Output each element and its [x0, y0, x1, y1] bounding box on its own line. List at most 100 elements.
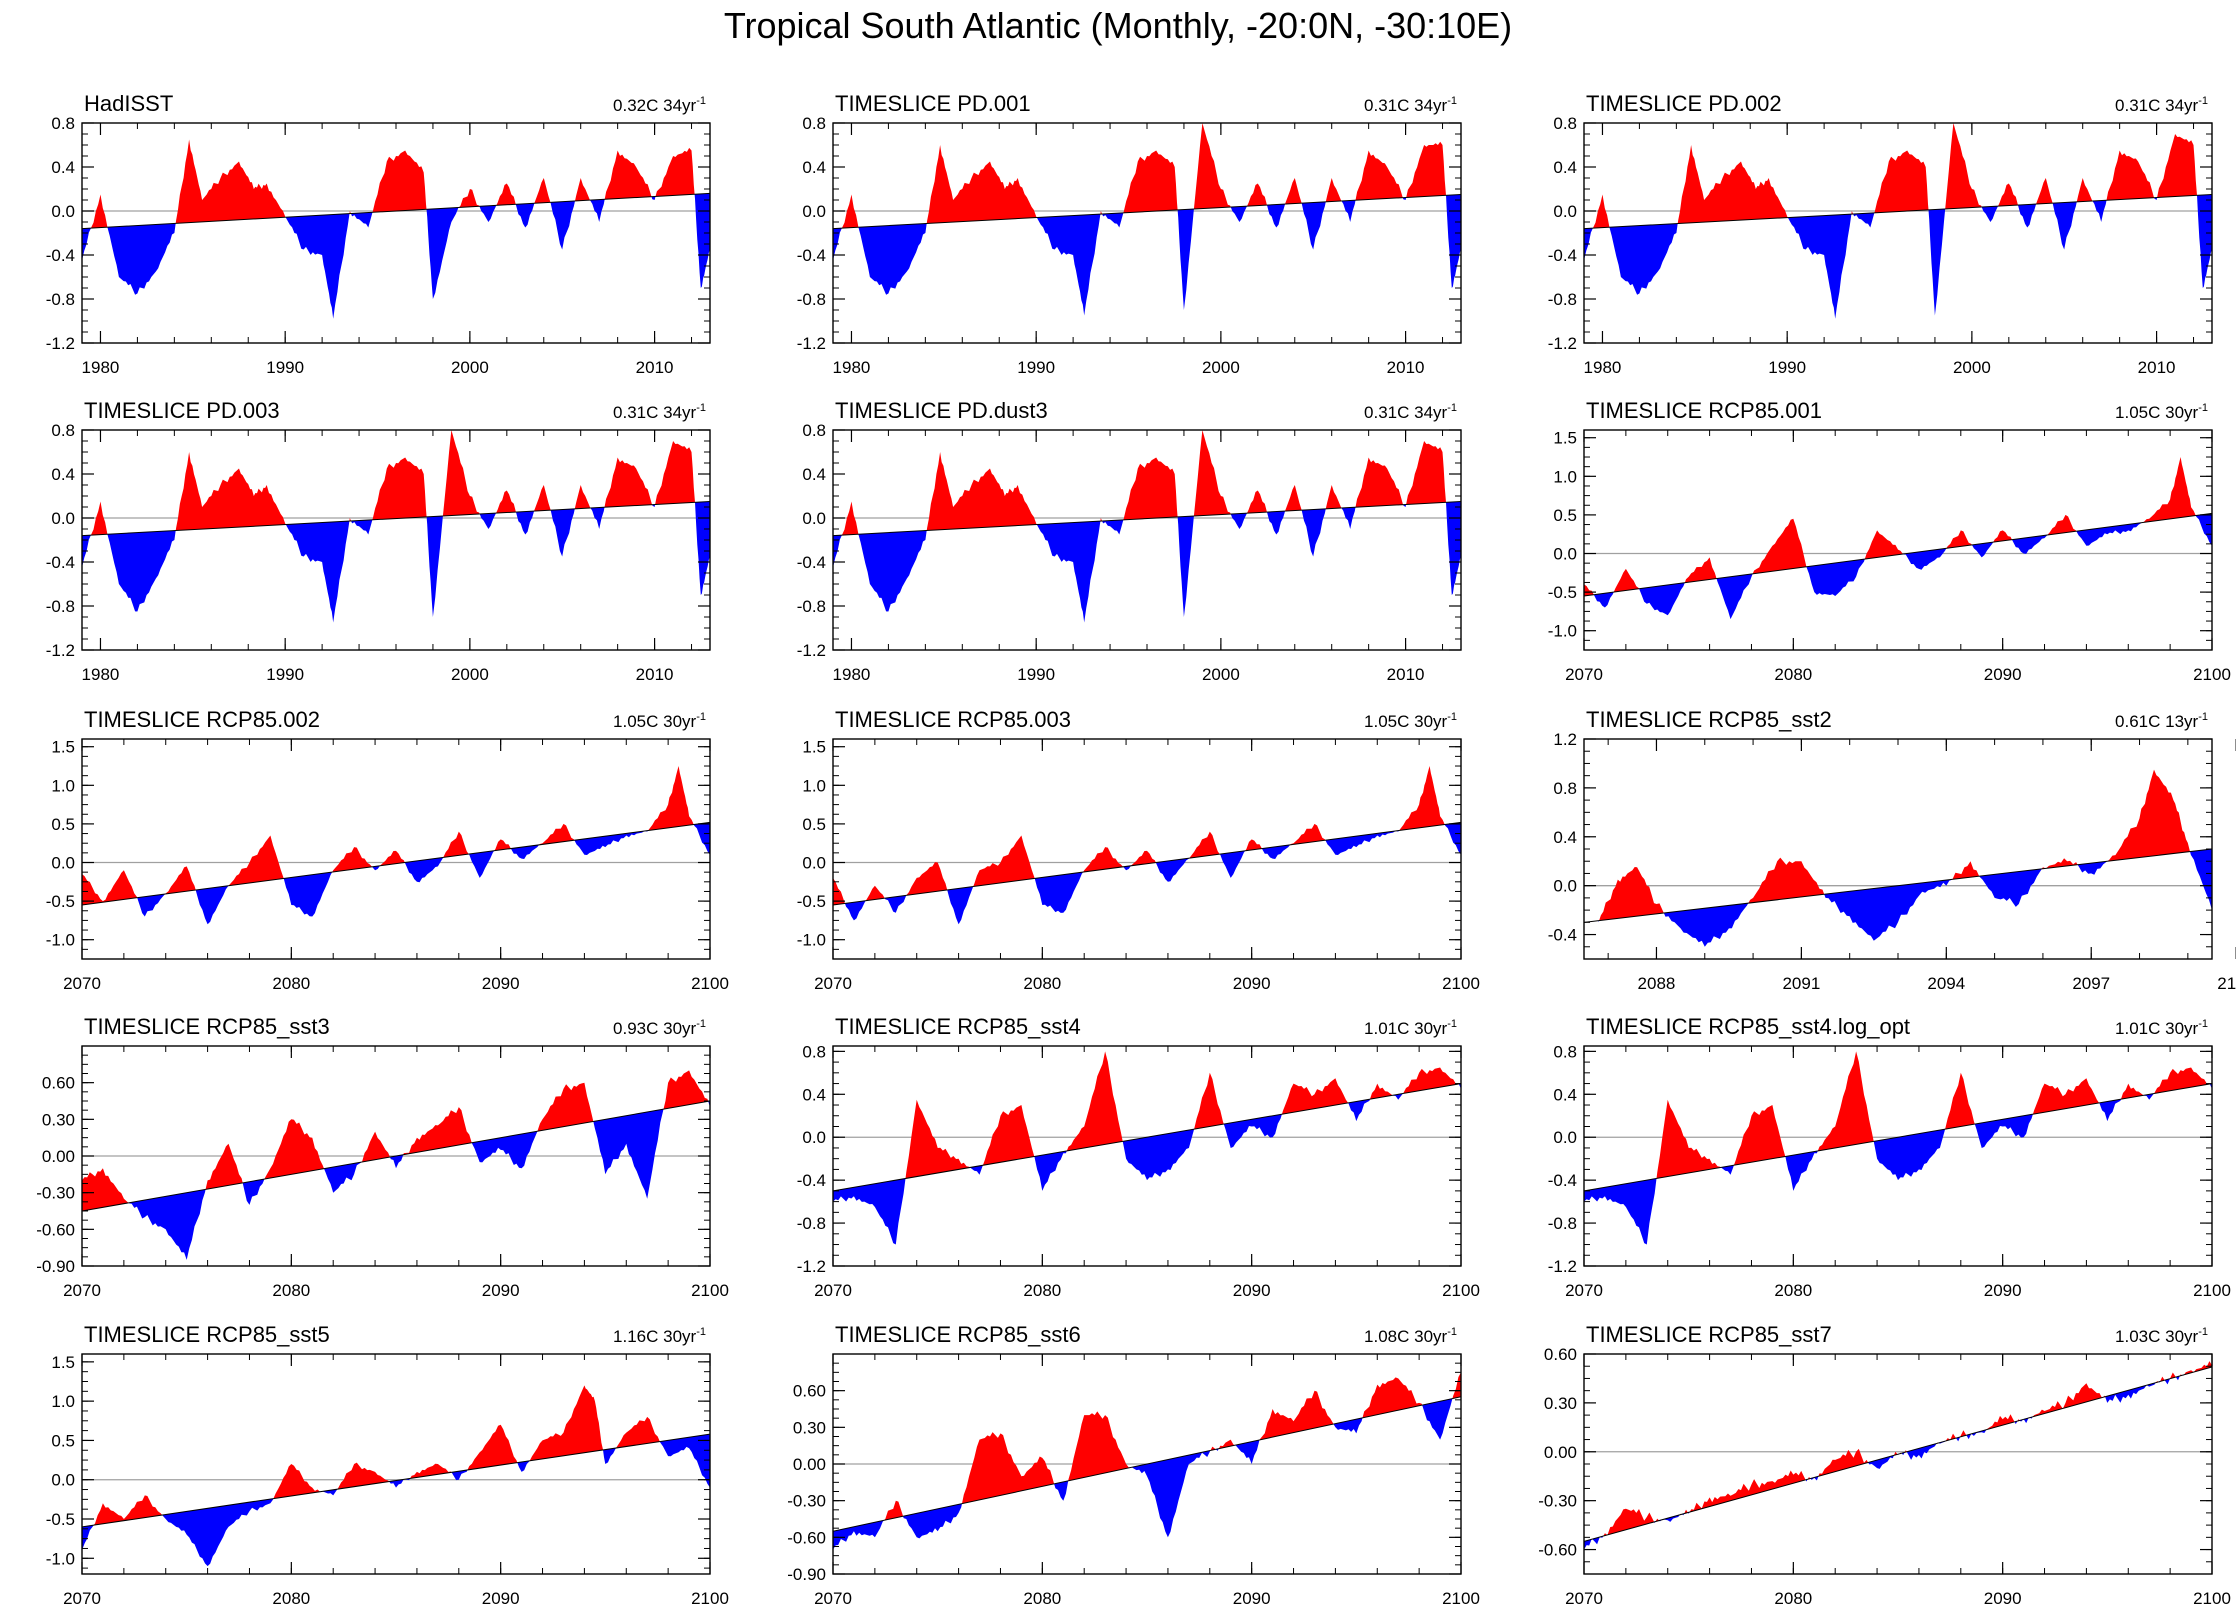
- anomaly-above-fill: [1193, 123, 1231, 209]
- x-tick-label: 2070: [1565, 1281, 1603, 1300]
- y-tick-label: -0.5: [1548, 583, 1577, 602]
- anomaly-below-fill: [1444, 822, 1461, 855]
- anomaly-above-fill: [175, 452, 286, 531]
- anomaly-above-fill: [2107, 769, 2190, 862]
- anomaly-below-fill: [404, 857, 444, 883]
- y-tick-label: 0.4: [802, 1085, 826, 1104]
- trend-label: 0.32C 34yr-1: [613, 95, 706, 115]
- x-tick-label: 2000: [1202, 665, 1240, 684]
- anomaly-above-fill: [529, 1385, 603, 1461]
- x-tick-label: 2010: [1387, 665, 1425, 684]
- anomaly-above-fill: [962, 1432, 1055, 1504]
- plot-area: [1584, 769, 2212, 947]
- y-tick-label: -0.60: [1538, 1541, 1577, 1560]
- y-tick-label: 0.4: [802, 465, 826, 484]
- trend-line: [82, 1100, 710, 1212]
- anomaly-above-fill: [1194, 1072, 1224, 1130]
- anomaly-below-fill: [426, 207, 459, 299]
- anomaly-below-fill: [1230, 513, 1247, 529]
- anomaly-above-fill: [663, 1070, 709, 1110]
- anomaly-below-fill: [2052, 201, 2077, 250]
- anomaly-below-fill: [1853, 212, 1875, 228]
- anomaly-below-fill: [1663, 1514, 1680, 1522]
- y-tick-label: 1.5: [51, 1353, 75, 1372]
- anomaly-below-fill: [1446, 194, 1461, 288]
- anomaly-below-fill: [1266, 511, 1286, 535]
- chart-panel-4: TIMESLICE PD.003 0.31C 34yr-1 -1.2 -0.8 -0.4…: [46, 398, 711, 684]
- anomaly-above-fill: [1259, 1390, 1334, 1440]
- y-tick-label: -0.8: [797, 290, 826, 309]
- y-tick-label: -0.4: [797, 246, 826, 265]
- anomaly-above-fill: [1399, 766, 1445, 831]
- trend-line: [1584, 512, 2212, 597]
- anomaly-above-fill: [1952, 861, 1980, 880]
- anomaly-below-fill: [1301, 508, 1326, 557]
- anomaly-above-fill: [349, 211, 351, 214]
- anomaly-above-fill: [1656, 1099, 1721, 1179]
- anomaly-above-fill: [1406, 141, 1446, 198]
- anomaly-below-fill: [285, 213, 350, 319]
- x-tick-label: 2070: [63, 1281, 101, 1300]
- x-tick-label: 2090: [482, 974, 520, 993]
- anomaly-above-fill: [2106, 150, 2154, 201]
- anomaly-above-fill: [2032, 1401, 2063, 1417]
- y-tick-label: -0.30: [36, 1184, 75, 1203]
- anomaly-above-fill: [1123, 150, 1178, 213]
- x-tick-label: 2100: [691, 974, 729, 993]
- y-tick-label: 0.60: [793, 1382, 826, 1401]
- anomaly-below-fill: [947, 886, 974, 925]
- anomaly-above-fill: [1945, 123, 1982, 209]
- anomaly-above-fill: [2121, 1083, 2144, 1100]
- plot-frame: [1583, 1353, 2213, 1575]
- anomaly-above-fill: [1452, 1372, 1461, 1399]
- anomaly-above-fill: [982, 1105, 1035, 1166]
- anomaly-above-fill: [2076, 178, 2093, 202]
- anomaly-below-fill: [1034, 1150, 1067, 1191]
- anomaly-above-fill: [648, 766, 694, 831]
- plot-area: [1584, 457, 2212, 620]
- chart-panel-15: TIMESLICE RCP85_sst7 1.03C 30yr-1 -0.60 -0.…: [1538, 1322, 2231, 1608]
- anomaly-below-fill: [2195, 513, 2212, 546]
- x-tick-label: 1990: [1768, 358, 1806, 377]
- plot-area: [82, 139, 710, 319]
- x-tick-label: 2010: [1387, 358, 1425, 377]
- y-tick-label: 0.0: [51, 202, 75, 221]
- anomaly-below-fill: [479, 513, 496, 529]
- plot-area: [82, 1070, 710, 1260]
- anomaly-above-fill: [1218, 1439, 1235, 1449]
- anomaly-above-fill: [494, 839, 511, 851]
- x-tick-label: 1980: [1584, 358, 1622, 377]
- x-tick-label: 2000: [451, 358, 489, 377]
- anomaly-below-fill: [1348, 1099, 1370, 1122]
- anomaly-above-fill: [906, 862, 948, 896]
- anomaly-below-fill: [1868, 1455, 1894, 1469]
- anomaly-below-fill: [1971, 542, 1994, 558]
- anomaly-below-fill: [1785, 1150, 1818, 1191]
- plot-area: [833, 766, 1461, 925]
- anomaly-above-fill: [91, 194, 108, 229]
- y-tick-label: -0.4: [1548, 1171, 1577, 1190]
- y-tick-label: 0.0: [51, 1471, 75, 1490]
- anomaly-above-fill: [841, 501, 859, 536]
- anomaly-above-fill: [1066, 1051, 1123, 1151]
- anomaly-above-fill: [2063, 1383, 2102, 1409]
- y-tick-label: 0.0: [1553, 202, 1577, 221]
- anomaly-above-fill: [165, 866, 196, 894]
- y-tick-label: -0.5: [46, 892, 75, 911]
- anomaly-below-fill: [2012, 535, 2048, 554]
- x-tick-label: 2080: [1774, 1281, 1812, 1300]
- x-tick-label: 2080: [1774, 1589, 1812, 1608]
- y-tick-label: -1.2: [797, 334, 826, 353]
- anomaly-above-fill: [1945, 1072, 1975, 1130]
- anomaly-below-fill: [468, 850, 495, 878]
- anomaly-above-fill: [458, 189, 480, 208]
- anomaly-above-fill: [403, 1107, 472, 1155]
- anomaly-below-fill: [82, 228, 91, 261]
- x-tick-label: 2010: [636, 358, 674, 377]
- plot-area: [833, 1372, 1461, 1550]
- anomaly-below-fill: [1716, 573, 1753, 620]
- y-tick-label: 0.0: [1553, 1128, 1577, 1147]
- plot-area: [833, 430, 1461, 623]
- trend-label: 1.05C 30yr-1: [613, 711, 706, 731]
- y-tick-label: 0.4: [802, 158, 826, 177]
